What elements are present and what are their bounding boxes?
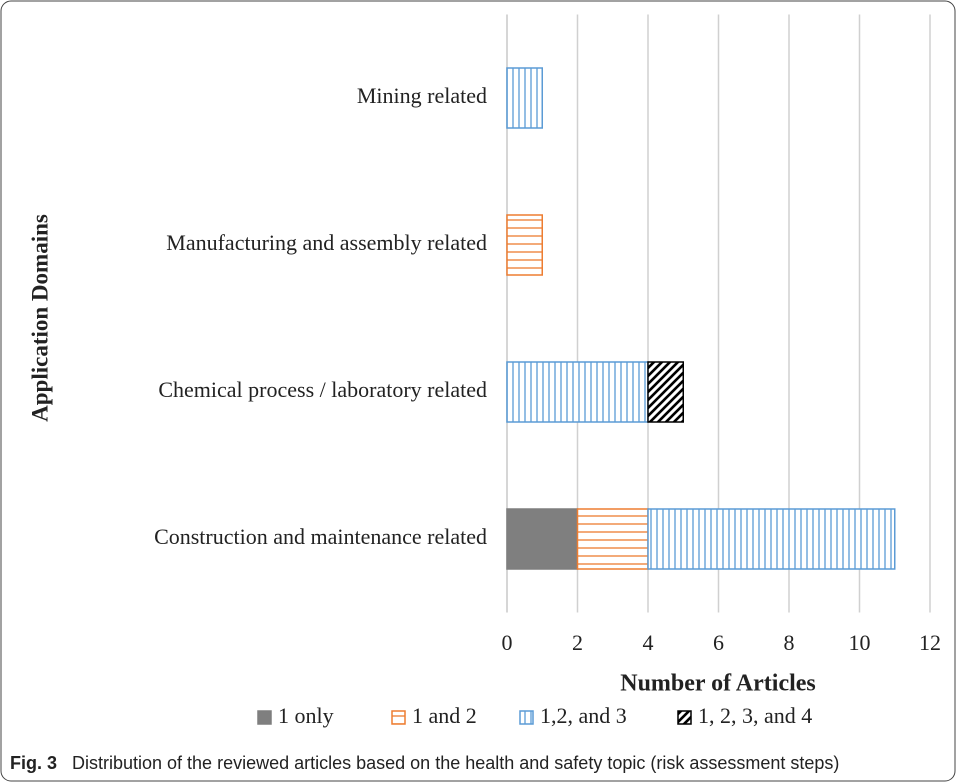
x-tick-label: 10 [849,630,871,655]
x-tick-label: 6 [713,630,724,655]
bar-segment [506,214,543,276]
bar-segment [647,508,896,570]
y-tick-label: Manufacturing and assembly related [166,230,487,255]
bar-segment [506,361,649,423]
legend-label: 1, 2, 3, and 4 [698,703,812,728]
x-tick-label: 4 [643,630,654,655]
legend-swatch [257,710,272,725]
x-tick-label: 0 [502,630,513,655]
legend-label: 1 and 2 [412,703,477,728]
x-axis-label: Number of Articles [620,671,816,697]
bar-segment [576,508,649,570]
legend-label: 1,2, and 3 [540,703,627,728]
legend-swatch [519,710,534,725]
x-tick-label: 8 [784,630,795,655]
legend-swatch [677,710,692,725]
x-tick-label: 2 [572,630,583,655]
bar-segment [506,508,579,570]
caption-label: Fig. 3 [10,753,57,773]
y-tick-label: Mining related [357,83,487,108]
legend-swatch [391,710,406,725]
bar-segment [647,361,684,423]
y-tick-label: Chemical process / laboratory related [158,377,487,402]
caption: Distribution of the reviewed articles ba… [72,753,839,773]
bar-segment [506,67,543,129]
legend-label: 1 only [278,703,334,728]
y-tick-label: Construction and maintenance related [154,524,487,549]
y-axis-label: Application Domains [27,214,52,422]
x-tick-label: 12 [919,630,941,655]
